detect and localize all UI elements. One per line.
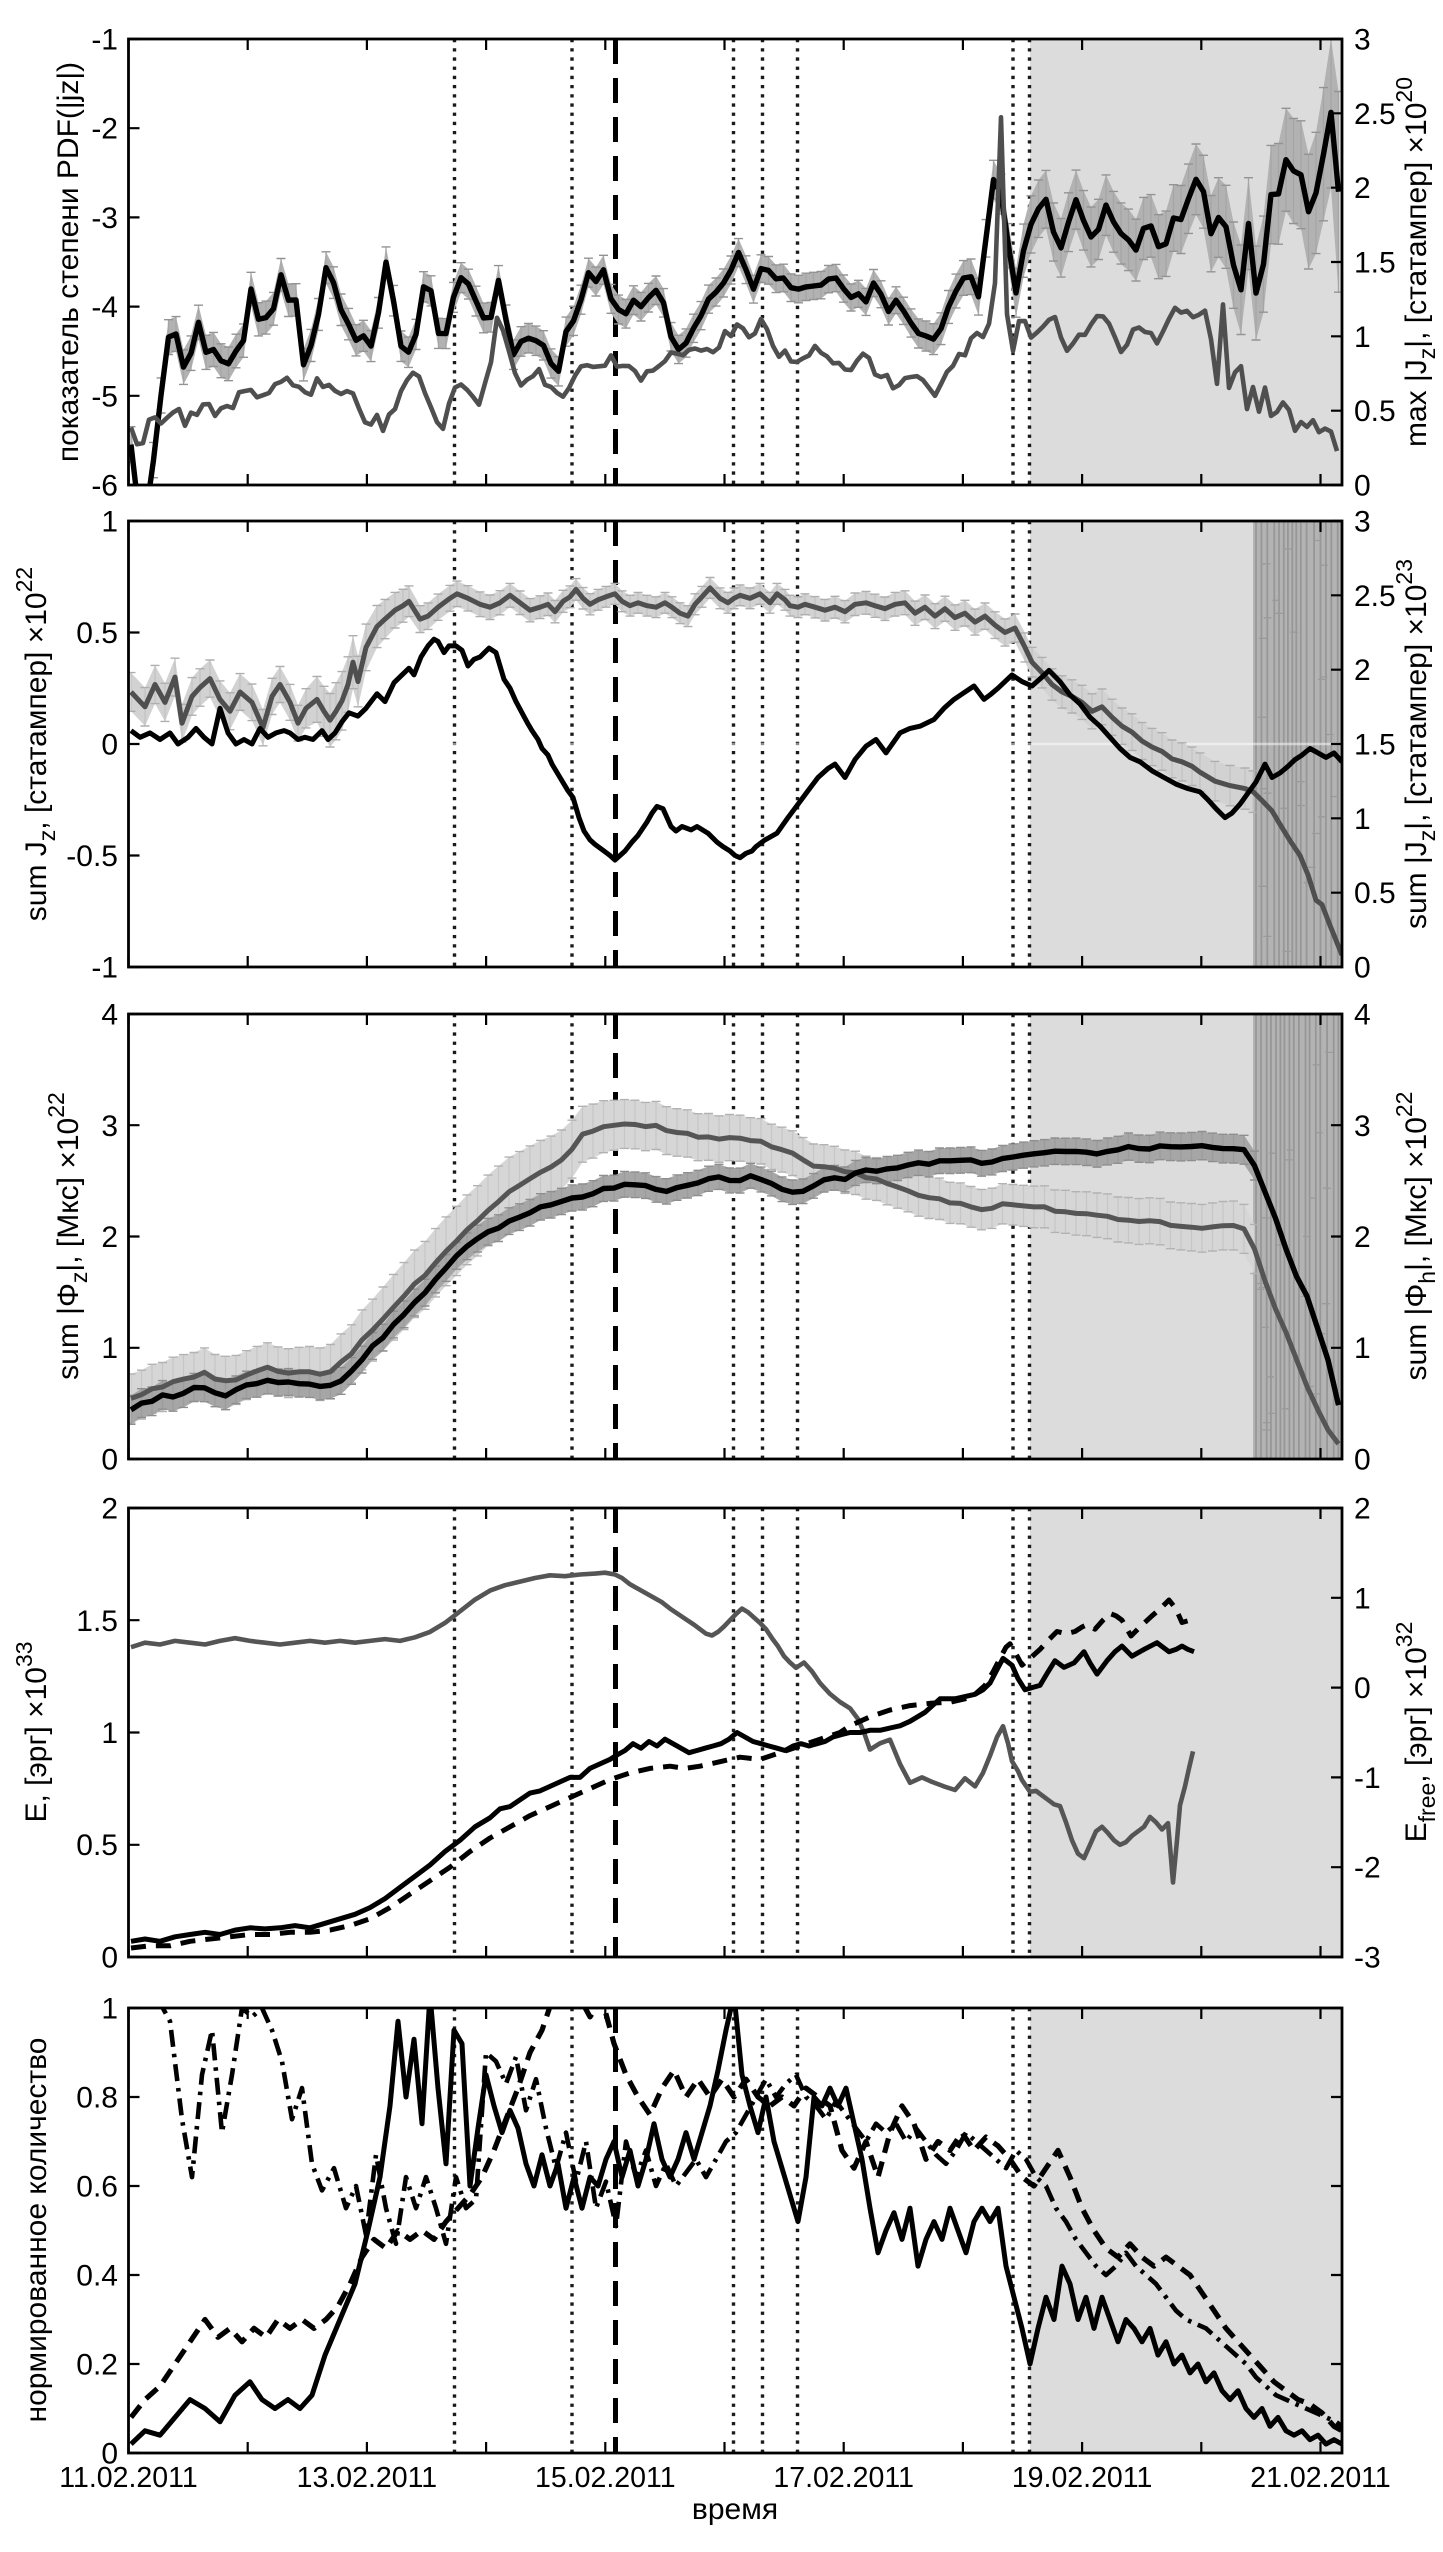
svg-text:1: 1 xyxy=(101,506,118,539)
svg-text:0.4: 0.4 xyxy=(76,2260,118,2293)
svg-text:1: 1 xyxy=(1354,321,1371,354)
svg-text:2: 2 xyxy=(1354,1221,1371,1254)
svg-text:0.5: 0.5 xyxy=(1354,877,1396,910)
svg-text:13.02.2011: 13.02.2011 xyxy=(297,2462,438,2494)
svg-text:0: 0 xyxy=(1354,470,1371,503)
svg-text:-1: -1 xyxy=(91,24,118,57)
svg-text:1: 1 xyxy=(1354,803,1371,836)
svg-text:-3: -3 xyxy=(91,202,118,235)
svg-text:1: 1 xyxy=(1354,1332,1371,1365)
svg-text:2.5: 2.5 xyxy=(1354,98,1396,131)
svg-text:-6: -6 xyxy=(91,470,118,503)
svg-text:-1: -1 xyxy=(1354,1762,1381,1795)
svg-text:sum |Φz|, [Мкс] ×1022: sum |Φz|, [Мкс] ×1022 xyxy=(43,1092,92,1380)
svg-text:2: 2 xyxy=(1354,1493,1371,1526)
svg-text:sum |Jz|, [статампер] ×1023: sum |Jz|, [статампер] ×1023 xyxy=(1391,559,1440,929)
svg-text:1: 1 xyxy=(101,1332,118,1365)
svg-text:время: время xyxy=(692,2493,778,2526)
svg-text:0: 0 xyxy=(1354,1444,1371,1477)
svg-text:2: 2 xyxy=(1354,654,1371,687)
svg-text:19.02.2011: 19.02.2011 xyxy=(1012,2462,1153,2494)
svg-text:0: 0 xyxy=(101,2438,118,2471)
svg-text:-1: -1 xyxy=(91,952,118,985)
svg-text:3: 3 xyxy=(1354,24,1371,57)
svg-text:sum Jz, [статампер] ×1022: sum Jz, [статампер] ×1022 xyxy=(11,567,60,921)
svg-text:0.8: 0.8 xyxy=(76,2082,118,2115)
svg-text:max |Jz|, [статампер] ×1020: max |Jz|, [статампер] ×1020 xyxy=(1391,77,1440,447)
svg-text:0: 0 xyxy=(1354,952,1371,985)
svg-text:0: 0 xyxy=(1354,1672,1371,1705)
svg-text:показатель степени PDF(|jz|): показатель степени PDF(|jz|) xyxy=(52,62,85,462)
svg-text:1.5: 1.5 xyxy=(1354,247,1396,280)
svg-text:3: 3 xyxy=(1354,506,1371,539)
svg-text:-2: -2 xyxy=(91,113,118,146)
svg-text:1: 1 xyxy=(101,1993,118,2026)
svg-text:sum |Φh|, [Мкс] ×1022: sum |Φh|, [Мкс] ×1022 xyxy=(1391,1092,1440,1381)
svg-text:17.02.2011: 17.02.2011 xyxy=(773,2462,914,2494)
svg-text:-0.5: -0.5 xyxy=(66,840,118,873)
svg-text:2: 2 xyxy=(1354,172,1371,205)
svg-text:15.02.2011: 15.02.2011 xyxy=(535,2462,676,2494)
svg-text:2: 2 xyxy=(101,1221,118,1254)
svg-text:4: 4 xyxy=(101,999,118,1032)
svg-text:3: 3 xyxy=(1354,1110,1371,1143)
svg-text:2.5: 2.5 xyxy=(1354,580,1396,613)
svg-text:0: 0 xyxy=(101,1942,118,1975)
svg-text:4: 4 xyxy=(1354,999,1371,1032)
svg-text:-3: -3 xyxy=(1354,1942,1381,1975)
svg-text:2: 2 xyxy=(101,1493,118,1526)
svg-text:0: 0 xyxy=(101,729,118,762)
svg-text:1.5: 1.5 xyxy=(1354,729,1396,762)
svg-text:0.5: 0.5 xyxy=(76,617,118,650)
svg-text:11.02.2011: 11.02.2011 xyxy=(59,2462,197,2494)
svg-text:1: 1 xyxy=(101,1717,118,1750)
svg-text:0: 0 xyxy=(101,1444,118,1477)
svg-text:нормированное количество: нормированное количество xyxy=(20,2038,53,2423)
svg-text:-4: -4 xyxy=(91,291,118,324)
svg-text:0.5: 0.5 xyxy=(76,1829,118,1862)
svg-text:3: 3 xyxy=(101,1110,118,1143)
svg-text:0.6: 0.6 xyxy=(76,2171,118,2204)
svg-text:-5: -5 xyxy=(91,380,118,413)
svg-text:0.5: 0.5 xyxy=(1354,395,1396,428)
svg-text:-2: -2 xyxy=(1354,1852,1381,1885)
svg-text:0.2: 0.2 xyxy=(76,2349,118,2382)
svg-text:21.02.2011: 21.02.2011 xyxy=(1250,2462,1391,2494)
svg-text:1.5: 1.5 xyxy=(76,1605,118,1638)
svg-text:1: 1 xyxy=(1354,1582,1371,1615)
